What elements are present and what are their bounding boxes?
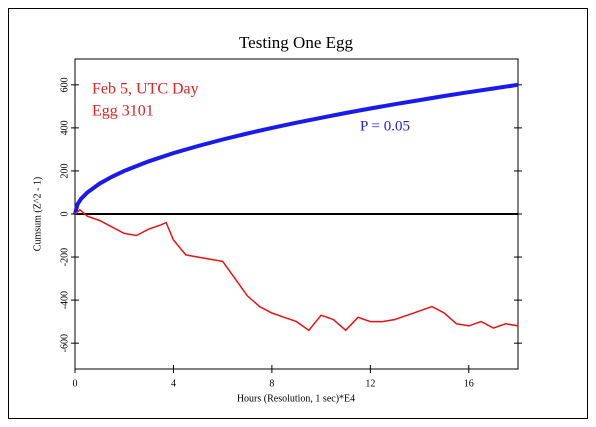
y-tick-label: -200 bbox=[59, 248, 70, 266]
series-line bbox=[73, 82, 519, 215]
y-tick-label: 200 bbox=[59, 163, 70, 178]
y-tick-label: 400 bbox=[59, 120, 70, 135]
annotation: P = 0.05 bbox=[360, 118, 410, 134]
series-line bbox=[74, 208, 519, 332]
annotation: Egg 3101 bbox=[92, 103, 154, 120]
y-tick-label: -400 bbox=[59, 291, 70, 309]
y-tick-label: 0 bbox=[59, 212, 70, 217]
x-tick-label: 8 bbox=[269, 378, 274, 389]
x-tick-label: 4 bbox=[171, 378, 176, 389]
x-tick-label: 12 bbox=[365, 378, 375, 389]
y-tick-label: 600 bbox=[59, 77, 70, 92]
frame bbox=[8, 8, 588, 419]
y-axis-label: Cumsum (Z^2 - 1) bbox=[32, 177, 43, 251]
x-tick-label: 16 bbox=[464, 378, 474, 389]
chart-title: Testing One Egg bbox=[239, 33, 354, 52]
x-axis-label: Hours (Resolution, 1 sec)*E4 bbox=[237, 393, 355, 404]
x-tick-label: 0 bbox=[73, 378, 78, 389]
annotation: Feb 5, UTC Day bbox=[92, 81, 199, 98]
y-tick-label: -600 bbox=[59, 334, 70, 352]
